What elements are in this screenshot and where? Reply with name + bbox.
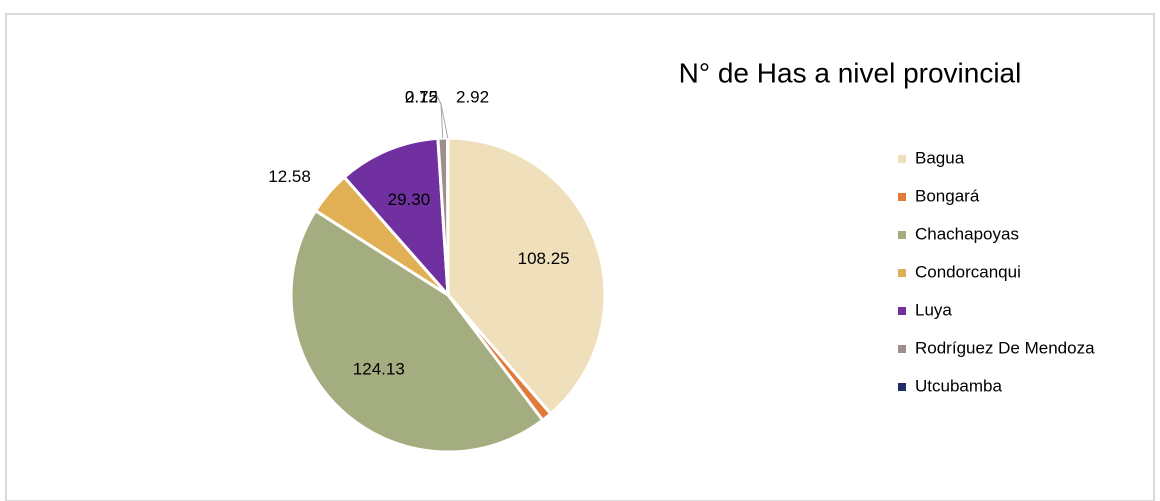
legend-swatch (898, 231, 906, 239)
legend-swatch (898, 269, 906, 277)
leader-line (435, 93, 449, 139)
pie-slice (446, 136, 607, 416)
legend-label: Rodríguez De Mendoza (915, 338, 1095, 357)
data-label: 29.30 (388, 190, 431, 209)
legend-swatch (898, 307, 906, 315)
legend-label: Chachapoyas (915, 224, 1019, 243)
data-label: 2.75 (405, 87, 438, 106)
data-label: 124.13 (353, 359, 405, 378)
legend-swatch (898, 345, 906, 353)
legend-swatch (898, 155, 906, 163)
chart-title: N° de Has a nivel provincial (679, 57, 1022, 88)
legend-label: Bongará (915, 186, 980, 205)
pie-slice (342, 136, 450, 300)
legend-swatch (898, 383, 906, 391)
data-label: 2.92 (456, 87, 489, 106)
data-label: 0.12 (405, 87, 438, 106)
legend-swatch (898, 193, 906, 201)
data-label: 12.58 (268, 167, 311, 186)
legend-label: Luya (915, 300, 952, 319)
legend-label: Bagua (915, 148, 965, 167)
legend-label: Utcubamba (915, 376, 1002, 395)
legend-label: Condorcanqui (915, 262, 1021, 281)
data-label: 108.25 (518, 249, 570, 268)
pie-slice (289, 208, 545, 454)
